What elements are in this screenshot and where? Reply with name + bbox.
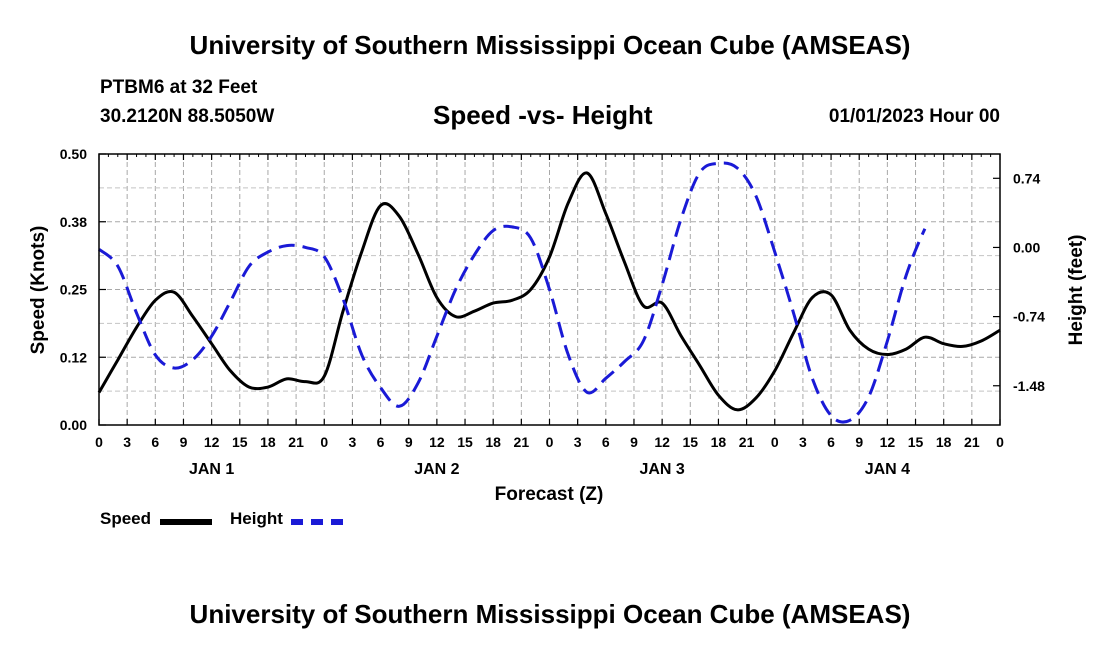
y-left-tick-label: 0.25: [60, 282, 87, 298]
x-tick-label: 9: [630, 434, 638, 450]
series-line-height: [97, 161, 927, 424]
footer-title: University of Southern Mississippi Ocean…: [189, 599, 911, 629]
y-axis-right-label: Height (feet): [1066, 235, 1087, 346]
x-tick-label: 6: [827, 434, 835, 450]
legend-speed-label: Speed: [100, 509, 152, 528]
chart-series: [97, 161, 1001, 424]
x-tick-label: 9: [180, 434, 188, 450]
x-tick-label: 21: [739, 434, 755, 450]
x-tick-label: 12: [204, 434, 220, 450]
x-tick-label: 21: [288, 434, 304, 450]
y-right-tick-label: -0.74: [1013, 309, 1045, 325]
x-tick-label: 0: [320, 434, 328, 450]
y-axis-left-label: Speed (Knots): [28, 226, 49, 355]
x-tick-label: 6: [602, 434, 610, 450]
y-right-tick-label: 0.74: [1013, 170, 1040, 186]
legend-height-line: [291, 519, 343, 525]
legend-height-label: Height: [230, 509, 283, 528]
y-left-tick-label: 0.38: [60, 214, 87, 230]
y-left-tick-label: 0.12: [60, 349, 87, 365]
x-tick-label: 12: [429, 434, 445, 450]
page-title: University of Southern Mississippi Ocean…: [189, 30, 911, 60]
series-line-speed: [97, 171, 1001, 412]
x-tick-label: 3: [123, 434, 131, 450]
chart-ticks: 0 3 6 9 12 15 18 21 0 3 6 9 12 15 18 21 0 3 6 9 12 15 18 21 0 3 6 9…: [60, 146, 1045, 478]
chart-title: Speed -vs- Height: [433, 100, 653, 130]
plot-frame: [98, 153, 1001, 426]
x-tick-label: 0: [95, 434, 103, 450]
day-label: JAN 3: [639, 461, 684, 478]
x-tick-label: 18: [485, 434, 501, 450]
x-tick-label: 12: [654, 434, 670, 450]
x-tick-label: 18: [936, 434, 952, 450]
legend-speed-line: [160, 519, 212, 525]
day-label: JAN 1: [189, 461, 234, 478]
x-tick-label: 0: [996, 434, 1004, 450]
x-tick-label: 15: [908, 434, 924, 450]
x-tick-label: 0: [546, 434, 554, 450]
x-tick-label: 21: [964, 434, 980, 450]
x-tick-label: 0: [771, 434, 779, 450]
station-name: PTBM6 at 32 Feet: [100, 77, 258, 98]
x-tick-label: 21: [514, 434, 530, 450]
x-tick-label: 3: [349, 434, 357, 450]
y-left-tick-label: 0.50: [60, 146, 87, 162]
x-tick-label: 12: [880, 434, 896, 450]
y-right-tick-label: 0.00: [1013, 239, 1040, 255]
day-label: JAN 4: [865, 461, 910, 478]
x-tick-label: 15: [682, 434, 698, 450]
forecast-datetime: 01/01/2023 Hour 00: [828, 106, 1000, 127]
y-left-tick-label: 0.00: [60, 417, 87, 433]
x-tick-label: 18: [711, 434, 727, 450]
x-tick-label: 9: [855, 434, 863, 450]
x-tick-label: 6: [151, 434, 159, 450]
station-coordinates: 30.2120N 88.5050W: [100, 106, 275, 127]
x-tick-label: 18: [260, 434, 276, 450]
x-tick-label: 15: [457, 434, 473, 450]
x-tick-label: 6: [377, 434, 385, 450]
x-tick-label: 15: [232, 434, 248, 450]
y-right-tick-label: -1.48: [1013, 378, 1045, 394]
x-tick-label: 9: [405, 434, 413, 450]
x-axis-label: Forecast (Z): [495, 484, 604, 505]
x-tick-label: 3: [574, 434, 582, 450]
day-label: JAN 2: [414, 461, 459, 478]
x-tick-label: 3: [799, 434, 807, 450]
